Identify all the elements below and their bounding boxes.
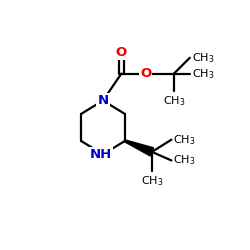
Text: CH$_3$: CH$_3$ [174, 133, 196, 146]
Text: O: O [140, 67, 151, 80]
Text: CH$_3$: CH$_3$ [192, 67, 214, 80]
Text: CH$_3$: CH$_3$ [174, 154, 196, 167]
Text: NH: NH [90, 148, 112, 161]
Text: N: N [98, 94, 108, 107]
Text: CH$_3$: CH$_3$ [163, 94, 185, 108]
Polygon shape [125, 140, 154, 156]
Text: O: O [116, 46, 127, 60]
Text: CH$_3$: CH$_3$ [192, 51, 214, 65]
Text: CH$_3$: CH$_3$ [141, 174, 163, 188]
